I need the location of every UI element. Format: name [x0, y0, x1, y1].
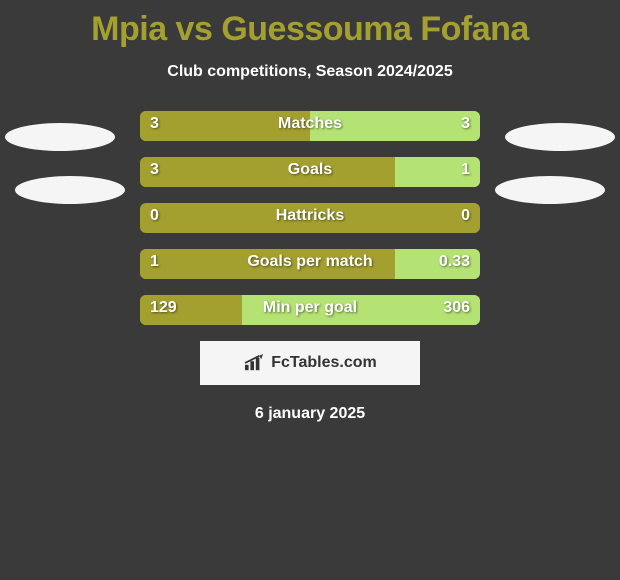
- stat-row: 10.33Goals per match: [0, 249, 620, 279]
- date-label: 6 january 2025: [0, 405, 620, 423]
- logo-box: FcTables.com: [200, 341, 420, 385]
- comparison-chart: 33Matches 31Goals 00Hattricks 10.33Goals pe…: [0, 111, 620, 325]
- page-subtitle: Club competitions, Season 2024/2025: [0, 63, 620, 81]
- page-title: Mpia vs Guessouma Fofana: [0, 0, 620, 49]
- stat-row: 129306Min per goal: [0, 295, 620, 325]
- stat-label: Matches: [140, 115, 480, 133]
- stat-label: Goals per match: [140, 253, 480, 271]
- stat-row: 31Goals: [0, 157, 620, 187]
- stat-row: 00Hattricks: [0, 203, 620, 233]
- stat-label: Goals: [140, 161, 480, 179]
- logo-text: FcTables.com: [271, 354, 377, 372]
- chart-icon: [243, 354, 265, 372]
- stat-label: Min per goal: [140, 299, 480, 317]
- stat-row: 33Matches: [0, 111, 620, 141]
- stat-label: Hattricks: [140, 207, 480, 225]
